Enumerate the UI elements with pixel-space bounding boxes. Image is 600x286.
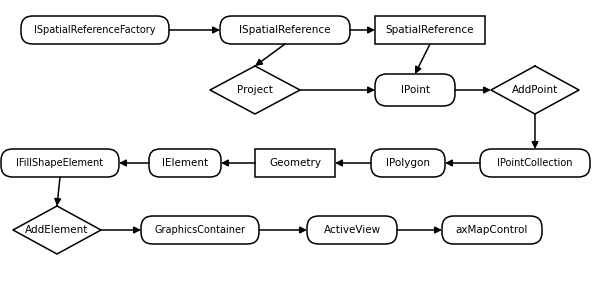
Text: IPoint: IPoint	[401, 85, 430, 95]
FancyBboxPatch shape	[442, 216, 542, 244]
Polygon shape	[491, 66, 579, 114]
FancyBboxPatch shape	[375, 74, 455, 106]
Text: IPointCollection: IPointCollection	[497, 158, 573, 168]
Text: ActiveView: ActiveView	[323, 225, 380, 235]
FancyBboxPatch shape	[307, 216, 397, 244]
Text: axMapControl: axMapControl	[456, 225, 528, 235]
FancyBboxPatch shape	[149, 149, 221, 177]
FancyBboxPatch shape	[1, 149, 119, 177]
Bar	[375, 16, 485, 44]
Text: IPolygon: IPolygon	[386, 158, 430, 168]
FancyBboxPatch shape	[480, 149, 590, 177]
FancyBboxPatch shape	[220, 16, 350, 44]
Text: IFillShapeElement: IFillShapeElement	[16, 158, 104, 168]
Text: Project: Project	[237, 85, 273, 95]
Text: AddPoint: AddPoint	[512, 85, 558, 95]
Text: AddElement: AddElement	[25, 225, 89, 235]
Text: ISpatialReferenceFactory: ISpatialReferenceFactory	[34, 25, 156, 35]
Text: SpatialReference: SpatialReference	[386, 25, 474, 35]
Text: GraphicsContainer: GraphicsContainer	[155, 225, 245, 235]
FancyBboxPatch shape	[21, 16, 169, 44]
FancyBboxPatch shape	[371, 149, 445, 177]
FancyBboxPatch shape	[141, 216, 259, 244]
Text: IElement: IElement	[162, 158, 208, 168]
Polygon shape	[210, 66, 300, 114]
Polygon shape	[13, 206, 101, 254]
Text: ISpatialReference: ISpatialReference	[239, 25, 331, 35]
Text: Geometry: Geometry	[269, 158, 321, 168]
Bar	[255, 149, 335, 177]
